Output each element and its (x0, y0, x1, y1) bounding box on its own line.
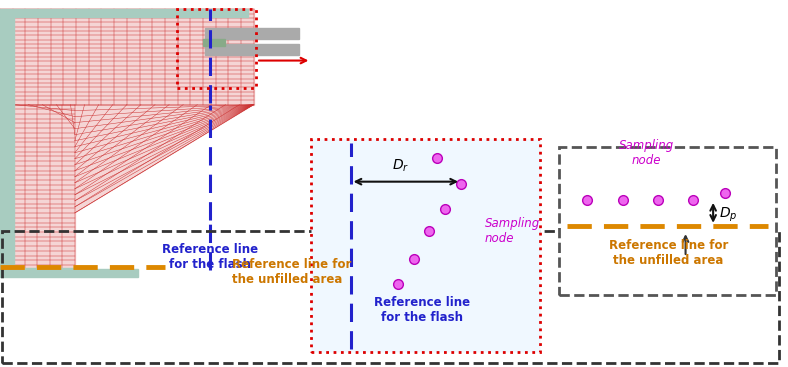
Polygon shape (0, 9, 254, 105)
Bar (311, 139, 540, 352)
Polygon shape (0, 9, 248, 17)
Text: $D_p$: $D_p$ (719, 206, 737, 224)
Text: Sampling
node: Sampling node (485, 217, 540, 245)
Polygon shape (0, 105, 75, 270)
Text: Reference line
for the flash: Reference line for the flash (374, 296, 470, 324)
Polygon shape (0, 17, 14, 270)
Polygon shape (205, 44, 299, 55)
Polygon shape (205, 28, 299, 39)
Polygon shape (203, 39, 225, 46)
Polygon shape (75, 105, 254, 213)
Text: Reference line for
the unfilled area: Reference line for the unfilled area (608, 239, 728, 267)
Text: Sampling
node: Sampling node (619, 139, 674, 167)
Bar (559, 147, 776, 295)
Text: Reference line for
the unfilled area: Reference line for the unfilled area (232, 258, 351, 286)
Bar (2, 231, 779, 363)
Text: Reference line
for the flash: Reference line for the flash (162, 243, 258, 271)
Bar (177, 9, 256, 88)
Polygon shape (0, 269, 138, 277)
Polygon shape (0, 268, 75, 271)
Text: $D_r$: $D_r$ (392, 158, 409, 174)
